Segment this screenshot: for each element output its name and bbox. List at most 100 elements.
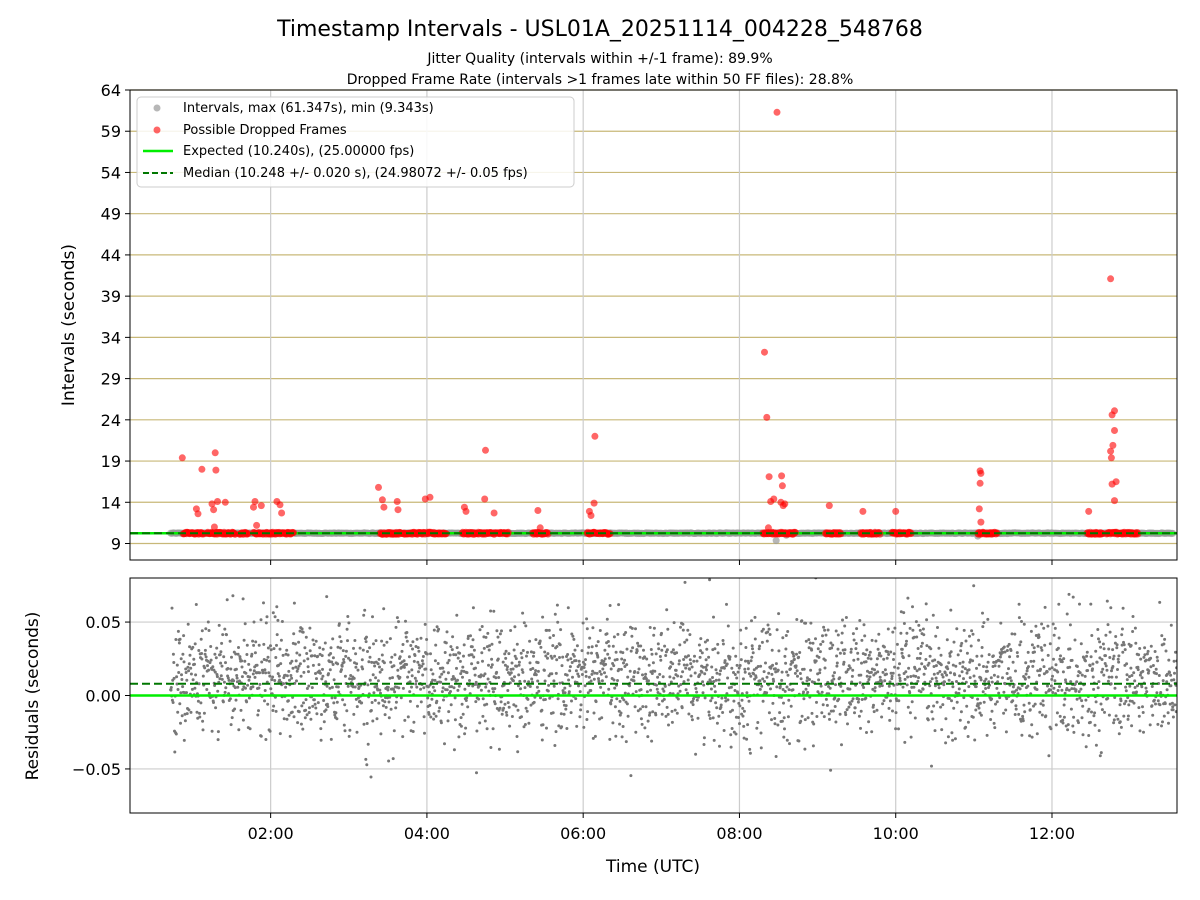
residual-point <box>845 670 849 674</box>
residual-point <box>1167 721 1170 725</box>
residual-point <box>820 711 824 715</box>
residual-point <box>1105 599 1109 603</box>
residual-point <box>188 645 192 649</box>
residual-point <box>859 709 863 713</box>
residual-point <box>863 634 867 638</box>
residual-point <box>685 663 689 667</box>
residual-point <box>1141 711 1145 714</box>
residual-point <box>932 704 936 708</box>
residual-point <box>758 687 762 691</box>
residual-point <box>465 671 469 675</box>
residual-point <box>552 684 556 688</box>
residual-point <box>1058 685 1061 689</box>
residual-point <box>645 657 649 661</box>
dropped-frame-outlier <box>587 512 595 519</box>
residual-point <box>1110 669 1113 673</box>
residual-point <box>819 684 823 688</box>
residual-point <box>887 684 891 688</box>
residual-point <box>241 597 245 601</box>
residual-point <box>678 689 682 693</box>
residual-point <box>248 675 252 679</box>
residual-point <box>1160 724 1163 728</box>
residual-point <box>985 665 989 669</box>
residual-point <box>603 648 607 652</box>
residual-point <box>203 652 207 656</box>
residual-point <box>759 664 763 668</box>
residual-point <box>1160 634 1164 638</box>
residual-point <box>581 660 585 664</box>
residual-point <box>564 707 568 711</box>
residual-point <box>1062 715 1066 719</box>
residual-point <box>171 652 175 656</box>
residual-point <box>701 680 705 684</box>
residual-point <box>746 667 750 671</box>
residual-point <box>417 663 421 667</box>
residual-point <box>432 712 436 716</box>
residual-point <box>1017 602 1021 606</box>
residual-point <box>741 706 745 710</box>
residual-point <box>1007 642 1011 646</box>
residual-point <box>1169 673 1173 677</box>
residual-point <box>703 696 707 700</box>
residual-point <box>634 730 638 734</box>
residual-point <box>1014 707 1018 711</box>
residual-point <box>958 661 962 665</box>
residual-point <box>433 659 437 663</box>
residual-point <box>258 682 262 686</box>
residual-point <box>704 658 708 662</box>
residual-point <box>798 651 802 654</box>
dropped-frame-point <box>876 530 884 538</box>
residual-point <box>913 716 917 720</box>
residual-point <box>307 670 310 674</box>
residual-point <box>1149 665 1153 669</box>
residual-point <box>799 677 803 681</box>
residual-point <box>818 671 822 675</box>
residual-point <box>590 651 593 655</box>
residual-point <box>374 639 378 643</box>
residual-point <box>1018 643 1022 647</box>
residual-point <box>305 687 309 690</box>
residual-point <box>571 634 575 638</box>
residual-point <box>252 643 256 647</box>
residual-point <box>619 667 623 671</box>
dropped-frame-outlier <box>462 507 470 515</box>
residual-point <box>1062 703 1066 707</box>
residual-point <box>470 653 474 657</box>
residual-point <box>212 701 215 704</box>
residual-point <box>295 651 299 655</box>
residual-point <box>992 721 996 725</box>
residual-point <box>655 683 658 687</box>
residual-point <box>787 688 791 692</box>
residual-point <box>387 759 391 763</box>
residual-point <box>863 653 867 656</box>
residual-point <box>287 713 291 717</box>
residual-point <box>251 685 255 689</box>
residual-point <box>315 712 319 716</box>
residual-point <box>503 652 507 656</box>
residual-point <box>319 727 323 731</box>
residual-point <box>297 664 301 668</box>
residual-point <box>1113 686 1117 690</box>
residual-point <box>276 618 280 622</box>
residual-point <box>931 717 935 721</box>
residual-point <box>873 686 877 690</box>
residual-point <box>466 637 470 640</box>
residual-point <box>643 655 647 659</box>
residual-point <box>638 707 642 711</box>
dropped-frame-outlier <box>770 495 778 503</box>
residual-point <box>342 660 346 664</box>
residual-point <box>206 664 209 668</box>
dropped-frame-outlier <box>253 521 261 529</box>
residual-point <box>329 646 333 650</box>
residual-point <box>1034 624 1038 628</box>
residual-point <box>635 649 639 653</box>
residual-point <box>1101 667 1105 671</box>
residual-point <box>663 684 667 688</box>
residual-point <box>427 690 431 694</box>
residual-point <box>1083 674 1087 678</box>
residual-point <box>647 663 651 667</box>
residual-point <box>626 714 630 718</box>
residual-point <box>523 686 527 690</box>
residual-point <box>521 670 525 674</box>
residual-point <box>355 662 359 666</box>
